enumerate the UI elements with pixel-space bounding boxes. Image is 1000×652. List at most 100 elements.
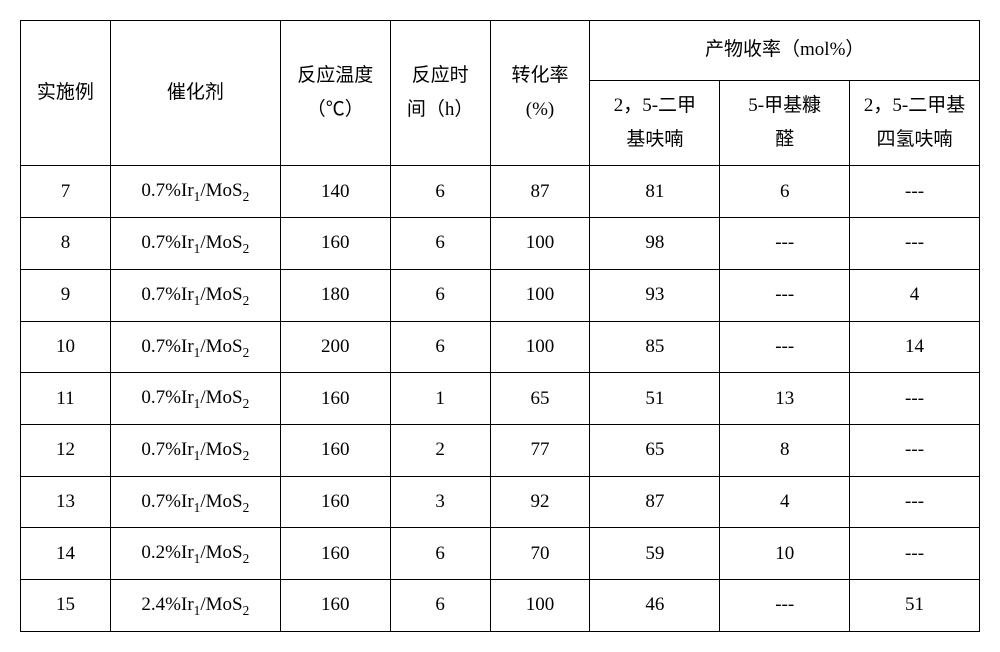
cell-time: 6 (390, 580, 490, 632)
cell-catalyst: 0.7%Ir1/MoS2 (110, 424, 280, 476)
header-yield1-line2: 基呋喃 (626, 129, 683, 150)
cell-catalyst: 0.7%Ir1/MoS2 (110, 269, 280, 321)
cell-yield-1: 98 (590, 218, 720, 270)
header-yield3-line1: 2，5-二甲基 (864, 95, 965, 116)
table-row: 140.2%Ir1/MoS21606705910--- (21, 528, 980, 580)
cell-yield-3: 4 (850, 269, 980, 321)
cell-yield-3: 14 (850, 321, 980, 373)
cell-temperature: 160 (280, 373, 390, 425)
cell-catalyst: 0.7%Ir1/MoS2 (110, 166, 280, 218)
header-yield-3: 2，5-二甲基 四氢呋喃 (850, 81, 980, 166)
cell-temperature: 160 (280, 424, 390, 476)
cell-time: 6 (390, 218, 490, 270)
cell-example: 15 (21, 580, 111, 632)
cell-temperature: 140 (280, 166, 390, 218)
cell-yield-2: 10 (720, 528, 850, 580)
cell-yield-2: 13 (720, 373, 850, 425)
header-yield-1: 2，5-二甲 基呋喃 (590, 81, 720, 166)
cell-temperature: 160 (280, 218, 390, 270)
header-yield2-line1: 5-甲基糠 (748, 95, 821, 116)
cell-yield-2: --- (720, 580, 850, 632)
table-row: 70.7%Ir1/MoS2140687816--- (21, 166, 980, 218)
header-temp-line1: 反应温度 (297, 65, 373, 86)
header-time-line1: 反应时 (412, 65, 469, 86)
cell-example: 10 (21, 321, 111, 373)
table-row: 90.7%Ir1/MoS2180610093---4 (21, 269, 980, 321)
header-time: 反应时 间（h） (390, 21, 490, 166)
cell-time: 6 (390, 166, 490, 218)
cell-yield-1: 93 (590, 269, 720, 321)
cell-yield-1: 59 (590, 528, 720, 580)
cell-example: 7 (21, 166, 111, 218)
cell-catalyst: 0.7%Ir1/MoS2 (110, 218, 280, 270)
cell-yield-2: --- (720, 218, 850, 270)
cell-temperature: 180 (280, 269, 390, 321)
cell-yield-3: --- (850, 424, 980, 476)
cell-conversion: 100 (490, 580, 590, 632)
cell-yield-1: 81 (590, 166, 720, 218)
cell-yield-1: 51 (590, 373, 720, 425)
cell-temperature: 200 (280, 321, 390, 373)
table-row: 152.4%Ir1/MoS2160610046---51 (21, 580, 980, 632)
cell-yield-1: 87 (590, 476, 720, 528)
cell-conversion: 100 (490, 269, 590, 321)
header-time-line2: 间（h） (407, 99, 474, 120)
cell-yield-2: 6 (720, 166, 850, 218)
cell-catalyst: 0.7%Ir1/MoS2 (110, 476, 280, 528)
cell-time: 3 (390, 476, 490, 528)
cell-conversion: 65 (490, 373, 590, 425)
cell-example: 11 (21, 373, 111, 425)
cell-conversion: 70 (490, 528, 590, 580)
cell-example: 9 (21, 269, 111, 321)
results-table: 实施例 催化剂 反应温度 （℃） 反应时 间（h） 转化率 (%) 产物收率（m… (20, 20, 980, 632)
cell-yield-3: --- (850, 373, 980, 425)
cell-yield-2: 8 (720, 424, 850, 476)
cell-yield-3: --- (850, 476, 980, 528)
table-row: 120.7%Ir1/MoS2160277658--- (21, 424, 980, 476)
cell-catalyst: 0.2%Ir1/MoS2 (110, 528, 280, 580)
cell-temperature: 160 (280, 580, 390, 632)
header-yield-2: 5-甲基糠 醛 (720, 81, 850, 166)
cell-yield-1: 65 (590, 424, 720, 476)
cell-yield-3: 51 (850, 580, 980, 632)
table-row: 130.7%Ir1/MoS2160392874--- (21, 476, 980, 528)
cell-catalyst: 2.4%Ir1/MoS2 (110, 580, 280, 632)
cell-conversion: 92 (490, 476, 590, 528)
cell-time: 1 (390, 373, 490, 425)
header-yield2-line2: 醛 (775, 129, 794, 150)
cell-example: 14 (21, 528, 111, 580)
header-conversion: 转化率 (%) (490, 21, 590, 166)
cell-yield-3: --- (850, 218, 980, 270)
header-temp-line2: （℃） (307, 99, 364, 120)
cell-yield-3: --- (850, 166, 980, 218)
header-yield-group: 产物收率（mol%） (590, 21, 980, 81)
cell-catalyst: 0.7%Ir1/MoS2 (110, 321, 280, 373)
cell-temperature: 160 (280, 476, 390, 528)
cell-yield-1: 85 (590, 321, 720, 373)
header-conv-line2: (%) (526, 99, 554, 120)
table-row: 100.7%Ir1/MoS2200610085---14 (21, 321, 980, 373)
cell-yield-1: 46 (590, 580, 720, 632)
cell-yield-2: --- (720, 321, 850, 373)
cell-example: 12 (21, 424, 111, 476)
cell-conversion: 100 (490, 321, 590, 373)
cell-conversion: 77 (490, 424, 590, 476)
cell-yield-2: --- (720, 269, 850, 321)
cell-example: 8 (21, 218, 111, 270)
header-yield3-line2: 四氢呋喃 (877, 129, 953, 150)
header-conv-line1: 转化率 (512, 65, 569, 86)
header-yield1-line1: 2，5-二甲 (614, 95, 696, 116)
cell-time: 6 (390, 269, 490, 321)
cell-time: 2 (390, 424, 490, 476)
cell-yield-3: --- (850, 528, 980, 580)
cell-time: 6 (390, 321, 490, 373)
header-example: 实施例 (21, 21, 111, 166)
cell-yield-2: 4 (720, 476, 850, 528)
table-body: 70.7%Ir1/MoS2140687816---80.7%Ir1/MoS216… (21, 166, 980, 631)
table-row: 80.7%Ir1/MoS2160610098------ (21, 218, 980, 270)
cell-conversion: 100 (490, 218, 590, 270)
cell-catalyst: 0.7%Ir1/MoS2 (110, 373, 280, 425)
cell-temperature: 160 (280, 528, 390, 580)
cell-conversion: 87 (490, 166, 590, 218)
cell-example: 13 (21, 476, 111, 528)
